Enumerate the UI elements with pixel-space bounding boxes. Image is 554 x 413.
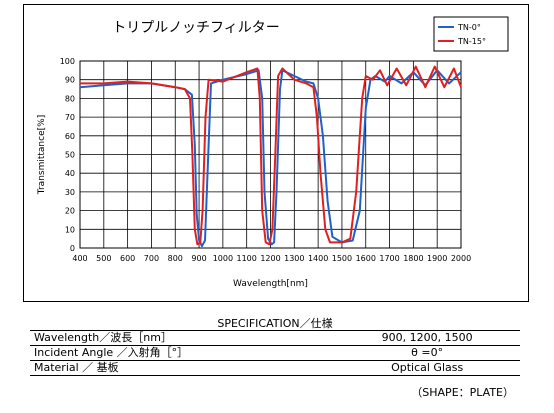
- y-tick-label: 70: [65, 113, 75, 122]
- spec-row-wavelength: Wavelength／波長［nm］ 900, 1200, 1500: [30, 330, 520, 346]
- x-tick-label: 400: [72, 254, 87, 263]
- legend-label: TN-0°: [457, 23, 481, 32]
- y-tick-label: 80: [65, 94, 75, 103]
- y-tick-label: 0: [70, 244, 75, 253]
- y-tick-label: 100: [60, 57, 75, 66]
- x-tick-label: 800: [168, 254, 183, 263]
- x-tick-label: 1300: [284, 254, 304, 263]
- x-tick-label: 1800: [403, 254, 423, 263]
- chart-title: トリプルノッチフィルター: [112, 20, 279, 36]
- spec-value: θ =0°: [334, 345, 520, 361]
- x-tick-label: 1500: [332, 254, 352, 263]
- spec-label: Wavelength／波長［nm］: [30, 330, 335, 346]
- legend-label: TN-15°: [457, 37, 486, 46]
- spec-row-material: Material ／ 基板 Optical Glass: [30, 360, 520, 376]
- spec-heading: SPECIFICATION／仕様: [217, 317, 333, 330]
- x-tick-label: 700: [144, 254, 159, 263]
- chart-frame: トリプルノッチフィルター 400 500 600 700 800 900 1000 1100 12…: [23, 4, 529, 302]
- y-tick-label: 10: [65, 225, 75, 234]
- y-tick-label: 50: [65, 151, 75, 160]
- x-tick-label: 600: [120, 254, 135, 263]
- plot-area: [79, 60, 462, 249]
- x-axis-label: Wavelength[nm]: [233, 279, 308, 289]
- spec-label: Incident Angle ／入射角［°］: [30, 345, 335, 361]
- y-axis-label: Transmittance[%]: [37, 115, 47, 195]
- spec-value: 900, 1200, 1500: [334, 330, 520, 346]
- x-tick-label: 1700: [379, 254, 399, 263]
- shape-note: （SHAPE：PLATE）: [411, 386, 514, 399]
- spec-label: Material ／ 基板: [30, 360, 335, 376]
- spec-row-incident-angle: Incident Angle ／入射角［°］ θ =0°: [30, 345, 520, 361]
- y-tick-label: 60: [65, 132, 75, 141]
- x-tick-label: 1100: [237, 254, 257, 263]
- series-line: [79, 69, 462, 248]
- legend-box: [433, 16, 509, 52]
- y-tick-label: 20: [65, 207, 75, 216]
- spec-table: Wavelength／波長［nm］ 900, 1200, 1500 Incide…: [30, 330, 520, 376]
- x-tick-label: 1200: [260, 254, 280, 263]
- spec-value: Optical Glass: [334, 360, 520, 376]
- y-tick-label: 40: [65, 169, 75, 178]
- x-tick-label: 2000: [451, 254, 471, 263]
- series-line: [80, 65, 462, 246]
- x-tick-label: 900: [191, 254, 206, 263]
- x-tick-label: 1400: [308, 254, 328, 263]
- x-tick-label: 1000: [213, 254, 233, 263]
- x-tick-label: 1900: [427, 254, 447, 263]
- x-tick-label: 500: [96, 254, 111, 263]
- x-tick-label: 1600: [356, 254, 376, 263]
- y-tick-label: 30: [65, 188, 75, 197]
- y-tick-label: 90: [65, 76, 75, 85]
